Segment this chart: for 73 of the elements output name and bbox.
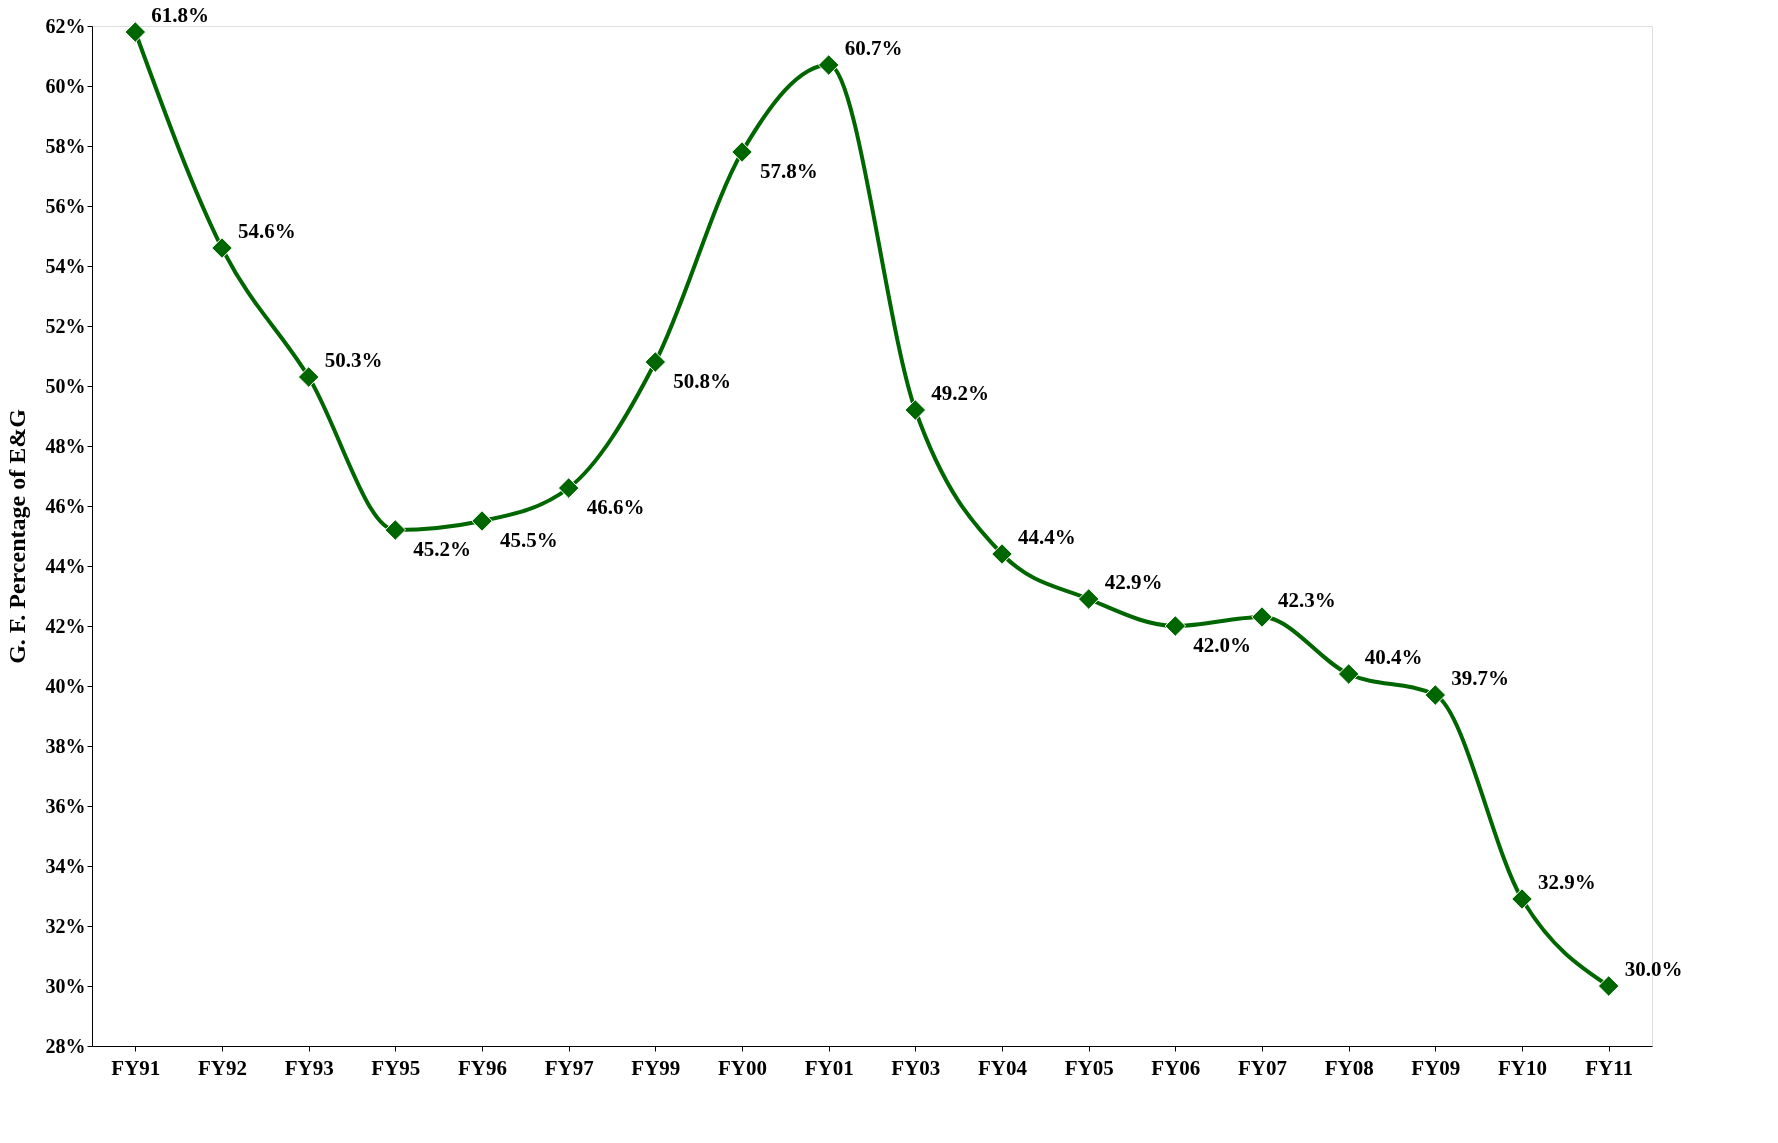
point	[731, 141, 753, 163]
x-tick-label: FY99	[631, 1055, 681, 1080]
y-tick-label: 28%	[45, 1034, 86, 1057]
x-tick-label: FY91	[111, 1055, 161, 1080]
point	[1511, 888, 1533, 910]
text: 50.8%	[673, 369, 732, 393]
y-tick-label: 48%	[45, 434, 86, 457]
y-tick-label: 34%	[45, 854, 86, 877]
text: 49.2%	[931, 381, 990, 405]
x-tick-label: FY07	[1238, 1055, 1287, 1080]
x-tick-label: FY04	[978, 1055, 1028, 1080]
y-tick-label: 62%	[45, 14, 86, 37]
x-tick-label: FY05	[1064, 1055, 1114, 1080]
x-tick-label: FY09	[1411, 1055, 1461, 1080]
text: 42.0%	[1193, 633, 1252, 657]
point	[124, 21, 147, 43]
y-tick-label: 40%	[45, 674, 86, 697]
point	[1597, 975, 1620, 997]
point	[297, 366, 320, 388]
point	[904, 399, 927, 421]
x-tick-label: FY06	[1151, 1055, 1201, 1080]
point	[1077, 588, 1100, 610]
y-tick-label: 44%	[45, 554, 86, 577]
point	[211, 237, 233, 259]
y-tick-label: 30%	[45, 974, 86, 997]
text: 39.7%	[1451, 666, 1510, 690]
y-tick-label: 56%	[45, 194, 86, 217]
point	[384, 519, 407, 541]
y-tick-label: 36%	[45, 794, 86, 817]
y-tick-label: 60%	[45, 74, 86, 97]
x-tick-label: FY97	[544, 1055, 594, 1080]
x-tick-label: FY01	[804, 1055, 854, 1080]
y-tick-label: 32%	[45, 914, 86, 937]
text: 42.3%	[1278, 588, 1336, 612]
text: 45.5%	[500, 528, 558, 552]
x-tick-label: FY95	[371, 1055, 421, 1080]
point	[557, 477, 580, 499]
text: 44.4%	[1018, 525, 1076, 549]
x-tick-label: FY03	[891, 1055, 941, 1080]
x-tick-label: FY96	[458, 1055, 507, 1080]
point	[471, 510, 493, 532]
y-tick-label: 58%	[45, 134, 86, 157]
point	[644, 351, 667, 373]
point	[1251, 606, 1273, 628]
y-tick-label: 46%	[45, 494, 86, 517]
text: 60.7%	[844, 36, 903, 60]
text: 40.4%	[1364, 645, 1423, 669]
x-tick-label: FY00	[718, 1055, 767, 1080]
point	[1337, 663, 1360, 685]
point	[991, 543, 1013, 565]
text: 30.0%	[1624, 957, 1683, 981]
text: 46.6%	[586, 495, 645, 519]
x-tick-label: FY08	[1324, 1055, 1374, 1080]
y-axis-title: G. F. Percentage of E&G	[3, 408, 30, 664]
y-tick-label: 42%	[45, 614, 86, 637]
point	[1424, 684, 1447, 706]
x-tick-label: FY10	[1498, 1055, 1547, 1080]
text: 54.6%	[238, 219, 296, 243]
point	[817, 54, 840, 76]
y-tick-label: 54%	[45, 254, 86, 277]
point	[1164, 615, 1187, 637]
text: 42.9%	[1104, 570, 1163, 594]
text: 61.8%	[151, 3, 210, 27]
y-tick-label: 50%	[45, 374, 86, 397]
text: 32.9%	[1538, 870, 1596, 894]
y-tick-label: 52%	[45, 314, 86, 337]
y-tick-label: 38%	[45, 734, 86, 757]
text: 57.8%	[760, 159, 818, 183]
x-tick-label: FY92	[198, 1055, 247, 1080]
text: 50.3%	[324, 348, 383, 372]
x-tick-label: FY11	[1585, 1055, 1634, 1080]
x-tick-label: FY93	[284, 1055, 334, 1080]
text: 45.2%	[413, 537, 472, 561]
